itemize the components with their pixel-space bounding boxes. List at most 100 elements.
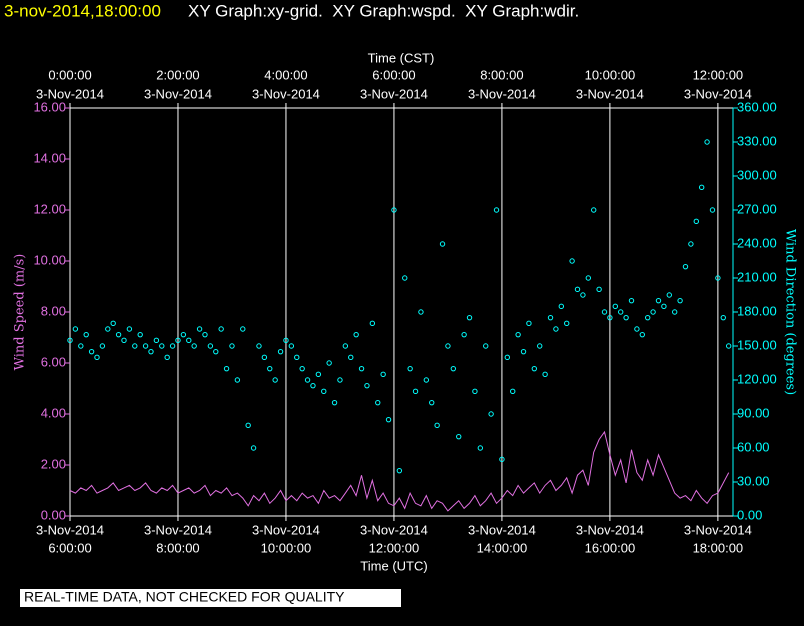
wind-direction-point xyxy=(488,411,494,417)
wind-direction-point xyxy=(364,382,370,389)
wind-speed-line xyxy=(69,430,730,512)
wind-direction-point xyxy=(207,343,214,349)
wind-direction-point xyxy=(245,422,251,429)
y2-tick-label: 210.00 xyxy=(737,269,777,284)
y-tick-label: 4.00 xyxy=(41,405,66,420)
y2-tick-label: 180.00 xyxy=(737,303,777,318)
wind-direction-point xyxy=(671,309,678,315)
top-x-tick-label: 8:00:00 xyxy=(480,67,523,82)
y2-tick-label: 0.00 xyxy=(737,507,762,522)
wind-direction-point xyxy=(234,377,241,383)
y-tick-label: 16.00 xyxy=(33,99,66,114)
top-x-tick-label: 10:00:00 xyxy=(585,67,636,82)
wind-direction-point xyxy=(396,467,403,474)
x-tick-label: 8:00:00 xyxy=(156,540,199,555)
wind-direction-point xyxy=(83,331,89,338)
y-tick-label: 0.00 xyxy=(41,507,66,522)
wind-direction-point xyxy=(520,348,527,355)
wind-direction-point xyxy=(256,343,262,349)
wind-direction-point xyxy=(558,303,565,310)
wind-direction-point xyxy=(315,371,322,378)
wind-direction-point xyxy=(666,292,672,298)
wind-direction-point xyxy=(196,326,203,332)
wind-direction-point xyxy=(67,337,73,344)
wind-direction-point xyxy=(499,456,505,463)
wind-direction-point xyxy=(456,433,462,440)
wind-direction-point xyxy=(223,365,230,372)
wind-direction-point xyxy=(218,326,224,332)
x-tick-date: 3-Nov-2014 xyxy=(684,522,752,537)
wind-direction-point xyxy=(353,331,359,338)
wind-direction-point xyxy=(99,343,106,349)
wind-direction-point xyxy=(698,184,705,191)
y2-tick-label: 150.00 xyxy=(737,337,777,352)
x-tick-date: 3-Nov-2014 xyxy=(576,522,644,537)
wind-direction-point xyxy=(634,326,640,332)
wind-direction-point xyxy=(294,354,300,361)
wind-direction-point xyxy=(137,331,143,338)
wind-direction-point xyxy=(618,309,624,315)
wind-direction-point xyxy=(277,348,284,355)
x-tick-date: 3-Nov-2014 xyxy=(468,522,536,537)
y2-tick-label: 60.00 xyxy=(737,439,770,454)
wind-direction-point xyxy=(94,354,100,361)
wind-direction-point xyxy=(537,343,543,349)
top-x-tick-label: 6:00:00 xyxy=(372,67,415,82)
x-tick-label: 12:00:00 xyxy=(369,540,420,555)
y2-tick-label: 240.00 xyxy=(737,235,777,250)
wind-direction-point xyxy=(569,258,575,264)
chart-subtitle: XY Graph:xy-grid. XY Graph:wspd. XY Grap… xyxy=(188,1,579,20)
wind-direction-point xyxy=(142,343,149,349)
top-x-tick-label: 0:00:00 xyxy=(48,67,91,82)
wind-direction-point xyxy=(472,388,478,395)
x-tick-date: 3-Nov-2014 xyxy=(252,522,320,537)
top-x-tick-date: 3-Nov-2014 xyxy=(684,86,752,101)
wind-direction-point xyxy=(601,309,608,315)
x-tick-label: 18:00:00 xyxy=(693,540,744,555)
wind-direction-point xyxy=(115,331,122,338)
wind-direction-point xyxy=(650,309,656,315)
top-x-tick-date: 3-Nov-2014 xyxy=(144,86,212,101)
wind-direction-point xyxy=(304,377,311,383)
wind-direction-point xyxy=(677,297,683,304)
wind-direction-point xyxy=(688,241,694,247)
wind-direction-point xyxy=(375,399,381,406)
wind-direction-point xyxy=(477,445,484,451)
wind-direction-point xyxy=(682,263,689,270)
y2-tick-label: 270.00 xyxy=(737,201,777,216)
wind-direction-point xyxy=(261,354,268,361)
wind-direction-point xyxy=(105,326,111,332)
wind-direction-point xyxy=(591,207,597,213)
wind-direction-point xyxy=(299,365,305,372)
wind-direction-point xyxy=(423,377,430,383)
wind-direction-point xyxy=(434,422,440,429)
wind-direction-point xyxy=(358,365,365,372)
top-x-tick-date: 3-Nov-2014 xyxy=(36,86,104,101)
wind-direction-point xyxy=(585,275,592,281)
y2-tick-label: 30.00 xyxy=(737,473,770,488)
wind-direction-point xyxy=(159,343,165,349)
wind-direction-point xyxy=(715,275,721,281)
wind-direction-point xyxy=(175,337,181,344)
wind-direction-point xyxy=(493,207,500,213)
wind-direction-point xyxy=(283,337,289,344)
wind-direction-point xyxy=(574,286,581,293)
x-tick-label: 6:00:00 xyxy=(48,540,91,555)
y2-tick-label: 300.00 xyxy=(737,167,777,182)
wind-direction-point xyxy=(72,326,79,332)
top-x-tick-date: 3-Nov-2014 xyxy=(360,86,428,101)
x-tick-label: 10:00:00 xyxy=(261,540,312,555)
x-axis-title: Time (UTC) xyxy=(360,558,427,573)
wind-direction-point xyxy=(110,320,116,327)
wind-direction-point xyxy=(661,303,667,310)
wind-direction-point xyxy=(504,354,511,361)
wind-direction-point xyxy=(515,331,521,338)
wind-direction-point xyxy=(164,354,170,361)
wind-direction-point xyxy=(623,314,629,321)
wind-direction-point xyxy=(186,337,192,344)
x-tick-date: 3-Nov-2014 xyxy=(144,522,212,537)
y-tick-label: 6.00 xyxy=(41,354,66,369)
